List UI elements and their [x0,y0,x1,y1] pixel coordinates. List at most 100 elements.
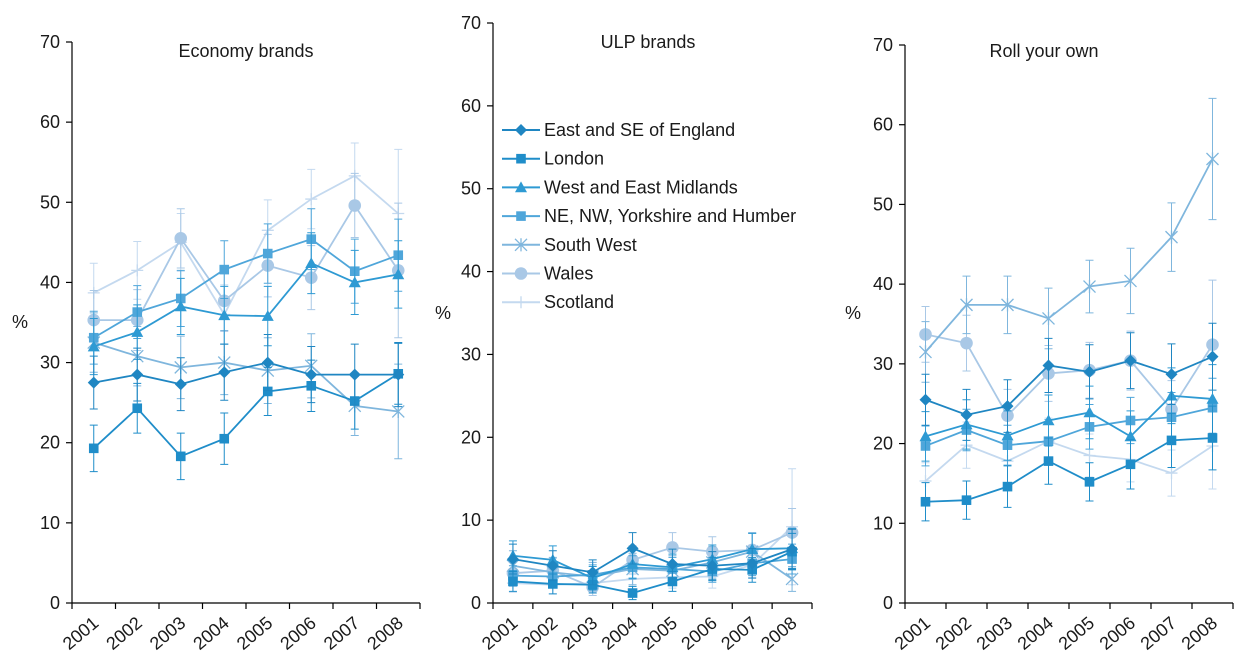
x-tick-label: 2006 [1096,613,1140,654]
series-line [93,262,399,348]
legend-item-north: NE, NW, Yorkshire and Humber [502,206,796,226]
x-tick-label: 2005 [1055,613,1099,654]
y-tick-label: 10 [40,513,60,533]
data-point [919,345,932,359]
legend-label: West and East Midlands [544,177,738,197]
data-point [1124,274,1137,288]
y-tick-label: 0 [471,593,481,613]
y-tick-label: 40 [40,272,60,292]
y-axis-label: % [845,303,861,323]
legend-item-scotland: Scotland [502,292,614,312]
x-tick-label: 2008 [363,613,407,654]
data-point [920,496,931,507]
data-point [1206,152,1219,166]
y-axis-label: % [12,312,28,332]
x-tick-label: 2006 [677,613,721,654]
x-tick-label: 2004 [598,613,642,654]
x-tick-label: 2002 [102,613,146,654]
data-point [1206,350,1219,363]
series-line [512,547,793,580]
legend-swatch-marker [514,238,528,252]
data-point [919,393,932,406]
data-point [1001,400,1014,413]
series-line [924,158,1214,353]
y-tick-label: 50 [461,179,481,199]
series-line [512,547,793,574]
data-point [262,386,273,397]
data-point [131,264,144,277]
data-point [305,257,318,268]
series-east-and-se-of-england [919,322,1219,441]
data-point [131,368,144,381]
series-london [920,405,1218,522]
data-point [305,368,318,381]
data-point [785,572,799,586]
data-point [1084,477,1095,487]
x-tick-label: 2007 [1137,613,1181,654]
series-line [93,373,399,458]
legend-swatch-marker [514,267,528,280]
data-point [627,588,638,598]
y-tick-label: 20 [461,427,481,447]
y-tick-labels: 0 10 20 30 40 50 60 70 [873,35,893,613]
data-point [305,193,318,206]
y-tick-label: 20 [40,433,60,453]
data-point [1042,359,1055,372]
legend-item-east-se: East and SE of England [502,120,735,140]
legend-item-midlands: West and East Midlands [502,177,738,197]
panel-title: Roll your own [989,41,1098,61]
x-tick-label: 2001 [891,613,935,654]
data-point [392,268,405,280]
panel-title: ULP brands [601,32,696,52]
data-point [1124,354,1137,367]
series-line [925,333,1214,418]
axes [487,22,813,609]
data-point [261,310,274,321]
y-tick-label: 60 [40,112,60,132]
series-line [512,558,793,578]
data-point [1207,433,1218,443]
panel-title: Economy brands [178,41,313,61]
data-point [219,264,230,275]
data-point [348,368,361,381]
legend-item-wales: Wales [502,264,593,284]
legend: East and SE of England London West and E… [502,120,796,312]
y-tick-label: 10 [461,510,481,530]
data-point [218,309,231,321]
x-tick-label: 2005 [637,613,681,654]
data-point [706,559,719,572]
series-line [93,238,399,339]
series-line [512,550,793,580]
data-point [746,557,759,570]
panel-economy-brands: Economy brands % 0 10 20 30 40 50 60 70 … [12,32,421,654]
data-point [174,232,188,245]
y-tick-labels: 0 10 20 30 40 50 60 70 [40,32,60,613]
data-point [1001,429,1014,441]
data-point [261,356,274,369]
data-point [219,433,230,444]
legend-label: Wales [544,264,593,284]
data-point [546,559,559,572]
legend-swatch-marker [516,153,526,164]
series-line [924,440,1213,482]
data-point [1165,368,1178,381]
x-tick-label: 2007 [717,613,761,654]
series-east-and-se-of-england [506,528,799,586]
data-point [626,542,639,555]
data-point [666,541,679,554]
y-tick-label: 30 [873,354,893,374]
data-point [175,451,186,462]
y-tick-label: 40 [873,274,893,294]
data-point [548,579,558,589]
x-tick-label: 2003 [973,613,1017,654]
data-point [960,336,973,350]
legend-label: East and SE of England [544,120,735,140]
x-tick-label: 2004 [1014,613,1058,654]
x-tick-label: 2001 [478,613,522,654]
data-point [392,368,405,381]
x-tick-label: 2005 [233,613,277,654]
data-point [508,576,518,587]
data-point [348,276,361,288]
data-point [667,576,678,587]
